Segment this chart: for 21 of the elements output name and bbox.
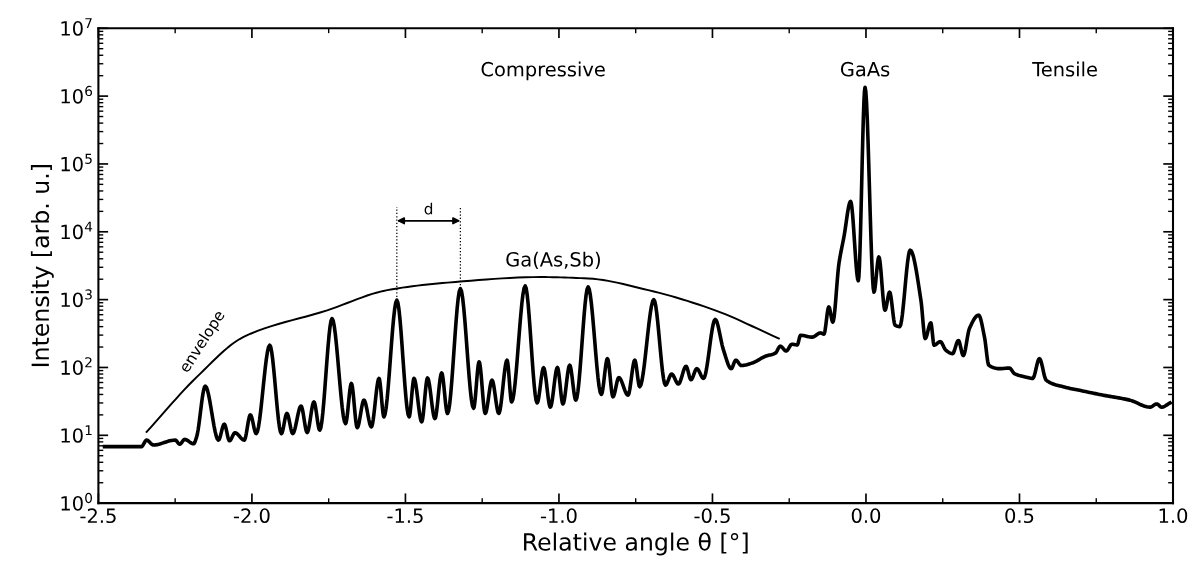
x-tick-label: -2.0 bbox=[233, 508, 270, 524]
annotation: d bbox=[424, 202, 433, 215]
annotation: Compressive bbox=[481, 61, 605, 81]
x-tick-label: -1.5 bbox=[387, 508, 423, 524]
y-tick-label: 10$^{3}$ bbox=[61, 289, 92, 308]
annotation: GaAs bbox=[840, 61, 890, 77]
x-tick-label: -1.0 bbox=[540, 508, 577, 524]
y-tick-label: 10$^{4}$ bbox=[61, 221, 93, 240]
x-tick-label: 0.0 bbox=[851, 508, 881, 524]
y-tick-label: 10$^{7}$ bbox=[61, 18, 92, 36]
y-axis-title: Intensity [arb. u.] bbox=[30, 165, 54, 367]
x-axis-title: Relative angle θ [°] bbox=[524, 532, 748, 556]
x-tick-label: 1.0 bbox=[1159, 508, 1188, 524]
y-tick-label: 10$^{5}$ bbox=[61, 153, 92, 172]
y-tick-label: 10$^{1}$ bbox=[61, 425, 92, 443]
x-tick-label: -0.5 bbox=[694, 508, 730, 524]
annotation: Ga(As,Sb) bbox=[506, 251, 600, 270]
y-tick-label: 10$^{6}$ bbox=[61, 85, 93, 104]
y-tick-label: 10$^{2}$ bbox=[61, 357, 92, 375]
x-tick-label: 0.5 bbox=[1005, 508, 1034, 524]
annotation: Tensile bbox=[1032, 61, 1097, 77]
